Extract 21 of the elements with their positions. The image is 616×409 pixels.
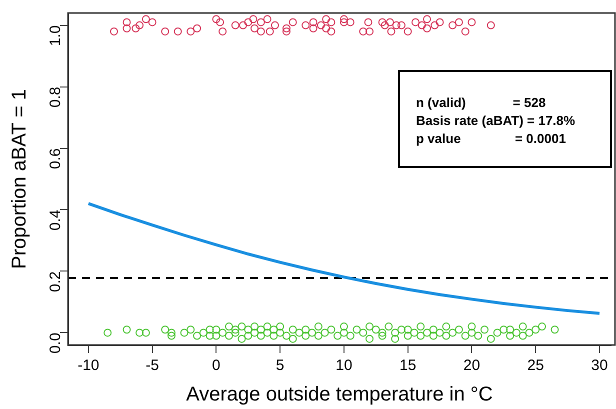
x-tick-label: 15	[400, 357, 416, 374]
annotation: p value = 0.0001	[416, 130, 567, 148]
annotation: Basis rate (aBAT) = 17.8%	[416, 112, 576, 130]
note-box: n (valid) = 528 Basis rate (aBAT) = 17.8% p value = 0.0001	[398, 70, 612, 168]
y-axis-title: Proportion aBAT = 1	[8, 89, 31, 269]
x-tick-label: -5	[146, 357, 159, 374]
x-axis-title: Average outside temperature in °C	[186, 384, 493, 406]
x-tick-label: 10	[336, 357, 352, 374]
y-tick-label: 0.4	[47, 210, 64, 231]
annotation: n (valid) = 528	[416, 94, 547, 112]
x-tick-label: 30	[591, 357, 608, 374]
x-tick-label: 5	[276, 357, 284, 374]
y-tick-label: 0.2	[47, 271, 64, 292]
y-tick-label: 0.0	[47, 332, 64, 354]
y-tick-label: 0.6	[47, 148, 64, 170]
x-tick-label: 20	[463, 357, 480, 374]
y-tick-label: 1.0	[47, 25, 64, 46]
x-tick-label: -10	[78, 357, 100, 374]
x-tick-label: 0	[212, 357, 220, 374]
y-tick-label: 0.8	[47, 86, 64, 108]
x-tick-label: 25	[527, 357, 544, 374]
